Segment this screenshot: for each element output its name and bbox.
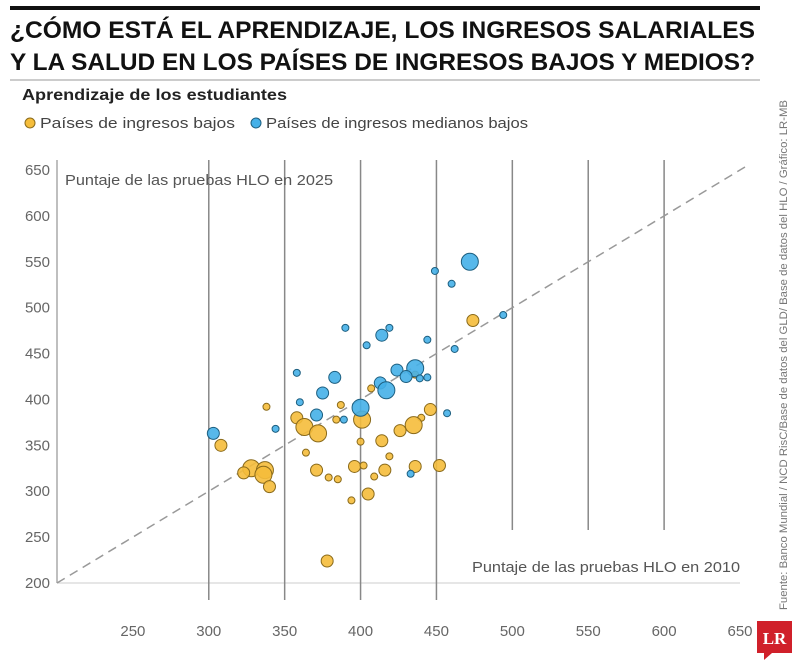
data-point (339, 415, 348, 424)
logo-text: LR (763, 629, 787, 648)
data-points (206, 252, 508, 568)
x-tick-label: 400 (348, 623, 373, 640)
top-rule (10, 6, 760, 10)
data-point (385, 323, 394, 332)
data-point (375, 328, 389, 342)
data-point (295, 398, 304, 407)
y-tick-label: 500 (25, 300, 50, 317)
data-point (423, 403, 437, 417)
y-tick-label: 350 (25, 437, 50, 454)
data-point (347, 459, 361, 473)
data-point (415, 374, 424, 383)
x-tick-label: 450 (424, 623, 449, 640)
data-point (262, 402, 271, 411)
title-line-2: Y LA SALUD EN LOS PAÍSES DE INGRESOS BAJ… (10, 48, 755, 76)
y-tick-label: 600 (25, 208, 50, 225)
data-point (423, 335, 432, 344)
data-point (310, 463, 324, 477)
data-point (347, 496, 356, 505)
x-axis-label: Puntaje de las pruebas HLO en 2010 (472, 559, 740, 576)
y-tick-label: 450 (25, 346, 50, 363)
data-point (377, 381, 396, 400)
data-point (432, 459, 446, 473)
data-point (406, 469, 415, 478)
y-tick-label: 400 (25, 391, 50, 408)
data-point (499, 311, 508, 320)
data-point (336, 400, 345, 409)
gridlines (56, 160, 740, 600)
source-note: Fuente: Banco Mundial / NCD RisC/Base de… (778, 100, 790, 610)
y-tick-label: 550 (25, 254, 50, 271)
data-point (301, 448, 310, 457)
y-tick-label: 300 (25, 483, 50, 500)
data-point (393, 424, 407, 438)
y-tick-label: 200 (25, 575, 50, 592)
x-tick-label: 500 (500, 623, 525, 640)
data-point (271, 424, 280, 433)
data-point (385, 452, 394, 461)
y-axis-label: Puntaje de las pruebas HLO en 2025 (65, 172, 333, 189)
data-point (262, 480, 276, 494)
data-point (443, 409, 452, 418)
data-point (362, 341, 371, 350)
data-point (378, 463, 392, 477)
legend-label-low: Países de ingresos bajos (40, 115, 235, 132)
data-point (254, 465, 273, 484)
x-tick-label: 650 (727, 623, 752, 640)
data-point (214, 438, 228, 452)
data-point (351, 398, 370, 417)
data-point (341, 323, 350, 332)
x-tick-label: 300 (196, 623, 221, 640)
data-point (399, 370, 413, 383)
data-point (206, 426, 220, 440)
data-point (332, 415, 341, 424)
data-point (423, 373, 432, 382)
data-point (408, 459, 422, 473)
title-line-1: ¿CÓMO ESTÁ EL APRENDIZAJE, LOS INGRESOS … (10, 16, 755, 44)
series-lower-middle-income (206, 252, 508, 478)
data-point (404, 416, 423, 435)
series-low-income (214, 314, 480, 568)
x-tick-label: 250 (120, 623, 145, 640)
data-point (370, 472, 379, 481)
axis-ticks: 250 300 350 400 450 500 550 600 650 650 600 550 500 4… (25, 162, 753, 640)
data-point (310, 408, 324, 422)
data-point (460, 252, 479, 271)
data-point (324, 473, 333, 482)
data-point (367, 384, 376, 393)
lr-logo: LR (757, 621, 792, 660)
data-point (375, 434, 389, 448)
data-point (390, 363, 404, 377)
data-point (328, 370, 342, 384)
x-tick-label: 550 (576, 623, 601, 640)
data-point (356, 437, 365, 446)
data-point (450, 344, 459, 353)
legend: Países de ingresos bajos Países de ingre… (24, 115, 528, 132)
data-point (292, 368, 301, 377)
data-point (333, 475, 342, 484)
legend-marker-lower-middle (250, 117, 262, 129)
y-tick-label: 250 (25, 529, 50, 546)
data-point (466, 314, 480, 328)
data-point (309, 424, 328, 443)
data-point (430, 266, 439, 275)
data-point (320, 554, 334, 568)
data-point (237, 466, 251, 480)
legend-label-lower-middle: Países de ingresos medianos bajos (266, 115, 528, 132)
y-tick-label: 650 (25, 162, 50, 179)
x-tick-label: 600 (652, 623, 677, 640)
data-point (447, 279, 456, 288)
data-point (359, 461, 368, 470)
chart-title: Aprendizaje de los estudiantes (22, 87, 287, 104)
data-point (316, 386, 330, 400)
x-tick-label: 350 (272, 623, 297, 640)
legend-marker-low (24, 117, 36, 129)
data-point (361, 487, 375, 501)
